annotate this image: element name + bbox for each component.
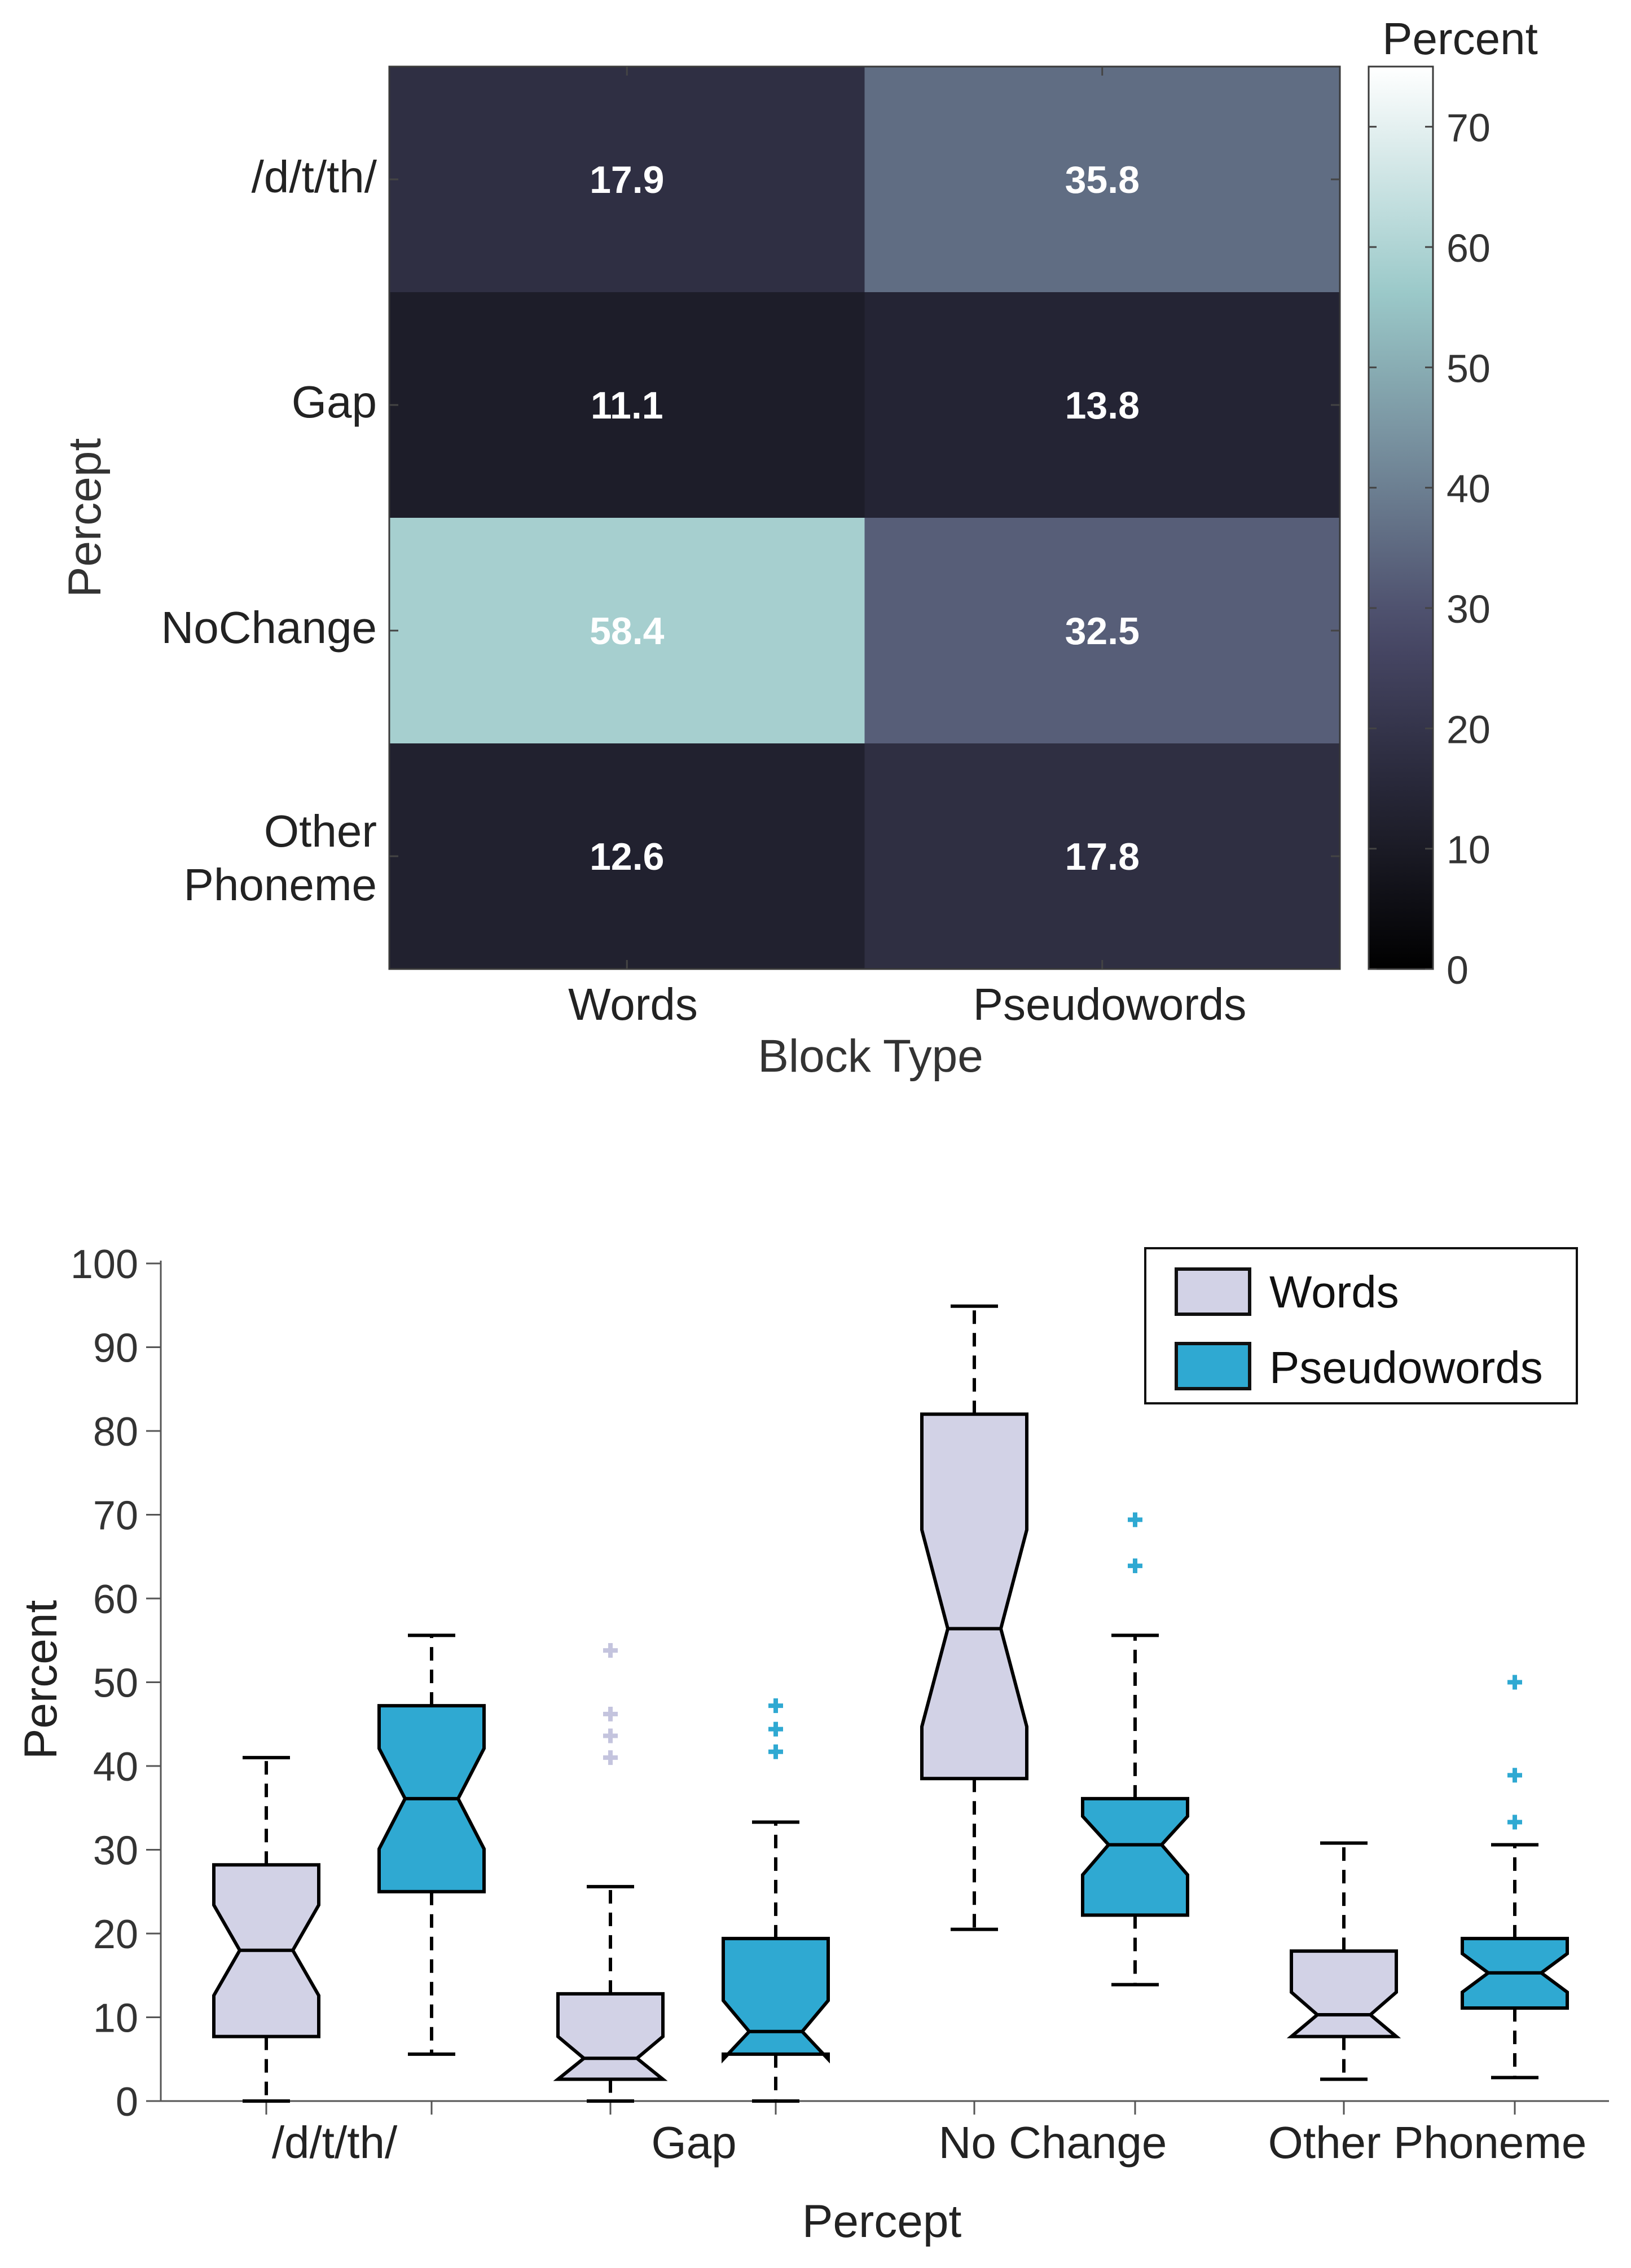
heatmap-cell-label: 32.5	[1065, 610, 1140, 653]
legend-label-words: Words	[1269, 1267, 1399, 1317]
y-tick-label: 100	[71, 1242, 138, 1287]
outlier-marker	[1507, 1815, 1522, 1830]
heatmap-ticks	[389, 67, 1340, 969]
heatmap-cell	[389, 67, 865, 293]
colorbar-tick-label: 70	[1447, 106, 1491, 150]
colorbar-tick-label: 10	[1447, 828, 1491, 872]
outlier-marker	[1507, 1768, 1522, 1783]
box-body	[553, 1992, 668, 2081]
y-tick-label: 60	[93, 1577, 138, 1622]
heatmap-cells	[389, 67, 1340, 970]
box-words-1	[553, 1643, 668, 2103]
outlier-marker	[1507, 1675, 1522, 1690]
x-tick-label: /d/t/th/	[272, 2117, 398, 2168]
outlier-marker	[768, 1744, 783, 1759]
outlier-marker	[603, 1750, 618, 1765]
box-pseudowords-0	[377, 1633, 486, 2056]
heatmap-y-tick-label: Gap	[292, 377, 377, 427]
box-body	[1081, 1796, 1189, 1917]
heatmap-y-axis-label: Percept	[59, 438, 111, 597]
y-tick-label: 90	[93, 1326, 138, 1371]
x-tick-label: Other Phoneme	[1268, 2117, 1587, 2168]
y-tick-label: 20	[93, 1912, 138, 1957]
heatmap-cell-label: 17.8	[1065, 835, 1140, 878]
boxplot-y-axis: 0 10 20 30 40 50 60 70 80 90 100	[71, 1242, 162, 2125]
heatmap-cell-label: 17.9	[590, 158, 664, 201]
y-tick-label: 30	[93, 1829, 138, 1874]
heatmap-cell	[864, 518, 1340, 744]
heatmap-y-tick-label: NoChange	[161, 602, 377, 653]
boxplot-boxes	[212, 1304, 1569, 2103]
colorbar-tick-label: 40	[1447, 467, 1491, 511]
y-tick-label: 0	[116, 2080, 138, 2125]
heatmap-cell-labels: 17.9 35.8 11.1 13.8 58.4 32.5 12.6 17.8	[590, 158, 1140, 878]
outlier-marker	[603, 1643, 618, 1658]
colorbar-tick-label: 50	[1447, 346, 1491, 390]
heatmap-x-tick-label: Pseudowords	[973, 979, 1247, 1029]
colorbar: 0 10 20 30 40 50 60 70 Percent	[1368, 14, 1538, 992]
colorbar-ticks: 0 10 20 30 40 50 60 70	[1369, 106, 1491, 992]
box-body	[1286, 1949, 1401, 2038]
x-tick-label: No Change	[939, 2117, 1167, 2168]
colorbar-tick-label: 60	[1447, 226, 1491, 270]
heatmap-cell	[389, 292, 865, 518]
colorbar-title: Percent	[1382, 14, 1538, 64]
heatmap-chart: 17.9 35.8 11.1 13.8 58.4 32.5 12.6 17.8 /d/t/th…	[59, 14, 1538, 1082]
boxplot-x-axis: /d/t/th/Gap No Change Other Phoneme	[161, 2100, 1609, 2168]
box-body	[920, 1412, 1028, 1781]
heatmap-x-tick-label: Words	[568, 979, 698, 1029]
colorbar-tick-label: 30	[1447, 587, 1491, 631]
box-words-0	[212, 1756, 320, 2103]
heatmap-cell	[864, 67, 1340, 293]
heatmap-cell	[864, 743, 1340, 970]
heatmap-cell-label: 12.6	[590, 835, 664, 878]
box-pseudowords-2	[1081, 1512, 1189, 1987]
outlier-marker	[603, 1728, 618, 1743]
boxplot-x-axis-label: Percept	[802, 2196, 962, 2247]
legend-swatch-pseudowords	[1175, 1342, 1251, 1390]
heatmap-frame	[388, 65, 1341, 970]
box-body	[722, 1936, 830, 2064]
heatmap-cell	[389, 518, 865, 744]
heatmap-y-tick-label: Other Phoneme	[184, 806, 377, 910]
heatmap-cell	[864, 292, 1340, 518]
heatmap-x-axis-label: Block Type	[758, 1030, 983, 1082]
x-tick-label: Gap	[651, 2117, 736, 2168]
box-pseudowords-3	[1461, 1675, 1569, 2080]
outlier-marker	[768, 1721, 783, 1737]
heatmap-cell-label: 35.8	[1065, 158, 1140, 201]
outlier-marker	[1128, 1558, 1142, 1574]
outlier-marker	[768, 1698, 783, 1714]
colorbar-tick-label: 20	[1447, 707, 1491, 751]
legend-swatch-words	[1175, 1267, 1251, 1316]
boxplot-y-axis-label: Percent	[15, 1600, 67, 1759]
heatmap-cell-label: 58.4	[590, 610, 665, 653]
y-tick-label: 80	[93, 1410, 138, 1455]
heatmap-cell	[389, 743, 865, 970]
colorbar-tick-label: 0	[1447, 948, 1469, 992]
box-words-3	[1286, 1841, 1401, 2081]
heatmap-cell-label: 11.1	[591, 384, 663, 427]
y-tick-label: 10	[93, 1996, 138, 2041]
y-tick-label: 40	[93, 1745, 138, 1790]
legend: Words Pseudowords	[1144, 1247, 1578, 1404]
box-pseudowords-1	[722, 1698, 830, 2103]
colorbar-gradient	[1368, 65, 1434, 970]
y-tick-label: 70	[93, 1494, 138, 1539]
heatmap-cell-label: 13.8	[1065, 384, 1140, 427]
box-words-2	[920, 1304, 1028, 1931]
heatmap-y-tick-label: /d/t/th/	[252, 152, 377, 202]
y-tick-label: 50	[93, 1661, 138, 1706]
outlier-marker	[1128, 1512, 1142, 1527]
boxplot-chart: 0 10 20 30 40 50 60 70 80 90 100 /d/t/th/Gap No Cha…	[15, 1242, 1609, 2247]
outlier-marker	[603, 1706, 618, 1721]
legend-label-pseudowords: Pseudowords	[1269, 1342, 1543, 1393]
